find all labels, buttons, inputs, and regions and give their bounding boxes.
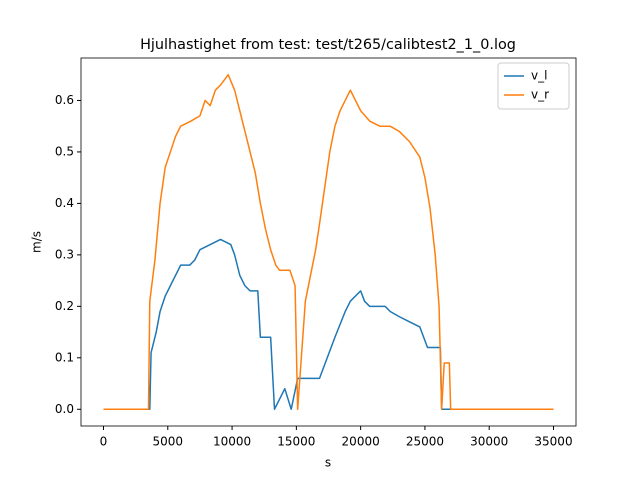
x-tick-label: 25000: [406, 435, 444, 449]
x-tick-label: 5000: [153, 435, 184, 449]
x-tick-label: 0: [100, 435, 108, 449]
y-axis-label: m/s: [30, 231, 44, 253]
y-tick-label: 0.4: [55, 196, 74, 210]
data-line: [103, 73, 554, 411]
x-tick-label: 10000: [213, 435, 251, 449]
y-tick-label: 0.0: [55, 402, 74, 416]
legend-label: v_r: [531, 88, 549, 102]
x-tick-label: 30000: [470, 435, 508, 449]
y-tick-label: 0.1: [55, 350, 74, 364]
x-tick-label: 35000: [534, 435, 572, 449]
y-tick-label: 0.2: [55, 299, 74, 313]
data-line: [103, 238, 554, 411]
plot-frame: [80, 57, 577, 427]
chart-title: Hjulhastighet from test: test/t265/calib…: [140, 37, 516, 53]
x-tick-label: 15000: [277, 435, 315, 449]
y-tick-label: 0.6: [55, 93, 74, 107]
legend-label: v_l: [531, 69, 547, 83]
x-axis-label: s: [325, 456, 331, 470]
x-tick-label: 20000: [342, 435, 380, 449]
y-tick-label: 0.3: [55, 247, 74, 261]
legend-box: [497, 62, 570, 110]
y-tick-label: 0.5: [55, 144, 74, 158]
